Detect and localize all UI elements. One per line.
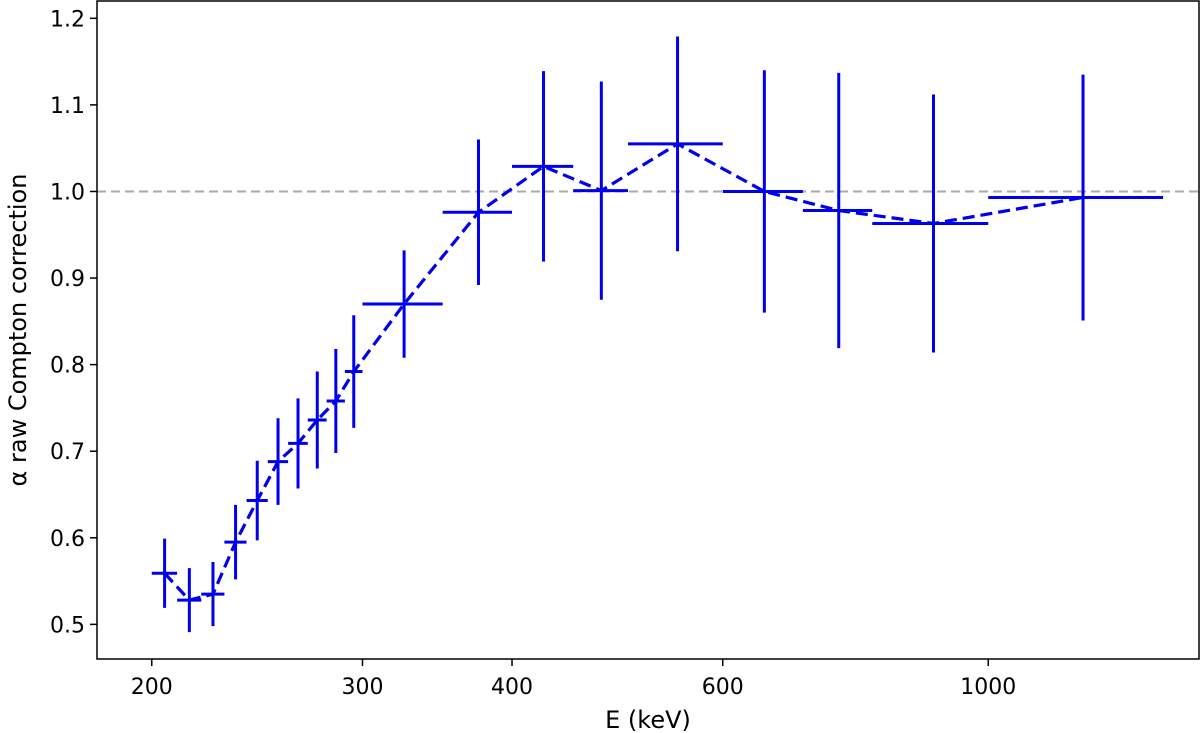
y-tick-label: 0.8 (50, 354, 85, 379)
y-tick-label: 0.6 (50, 527, 85, 552)
y-tick-label: 0.5 (50, 613, 85, 638)
y-tick-label: 0.9 (50, 267, 85, 292)
plot-frame (96, 0, 1200, 660)
x-axis: 200 300 400 600 1000 (131, 659, 1016, 700)
y-tick-label: 1.1 (50, 94, 85, 119)
series-line (163, 142, 1084, 602)
y-tick-label: 1.2 (50, 7, 85, 32)
x-tick-label: 200 (131, 675, 173, 700)
y-axis-label: α raw Compton correction (4, 174, 32, 487)
x-tick-label: 400 (491, 675, 533, 700)
x-tick-label: 600 (702, 675, 744, 700)
y-tick-label: 0.7 (50, 440, 85, 465)
x-tick-label: 300 (341, 675, 383, 700)
x-tick-label: 1000 (960, 675, 1016, 700)
y-tick-label: 1.0 (50, 180, 85, 205)
x-axis-label: E (keV) (605, 706, 691, 733)
y-axis: 0.5 0.6 0.7 0.8 0.9 1.0 1.1 1.2 (50, 7, 97, 638)
